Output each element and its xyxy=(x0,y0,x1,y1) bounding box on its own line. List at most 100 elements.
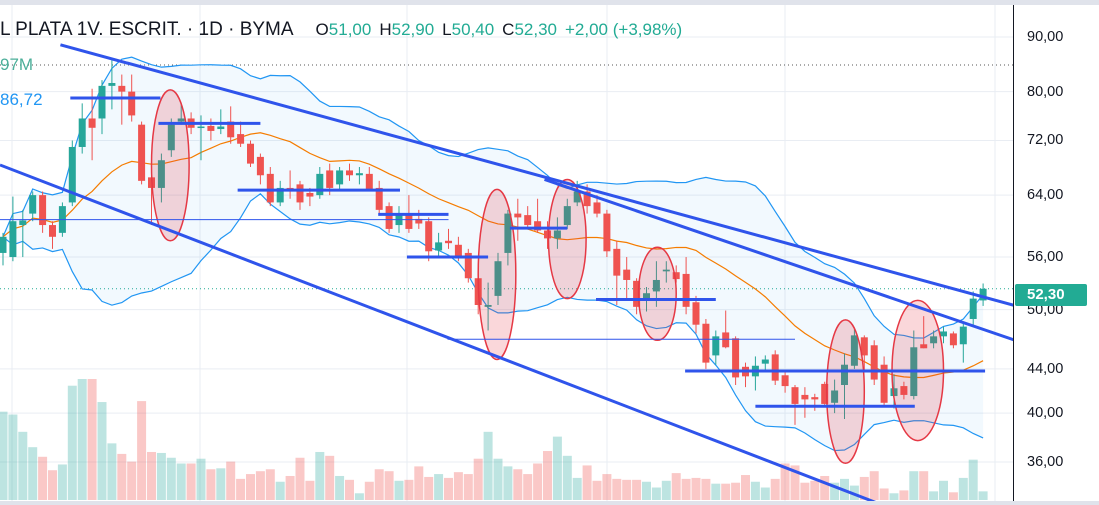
candle-down xyxy=(237,134,245,144)
volume-bar xyxy=(572,477,582,500)
volume-bar xyxy=(295,457,305,500)
candle-up xyxy=(435,242,443,251)
candle-up xyxy=(643,293,650,299)
volume-bar xyxy=(127,461,137,500)
candle-down xyxy=(771,354,779,381)
volume-bar xyxy=(968,459,978,500)
volume-bar xyxy=(434,474,444,500)
last-price-label: 52,30 xyxy=(1015,284,1087,306)
volume-bar xyxy=(760,487,770,500)
candle-up xyxy=(831,390,839,403)
volume-bar xyxy=(939,480,948,500)
volume-bar xyxy=(770,478,780,500)
volume-bar xyxy=(186,463,196,500)
candle-down xyxy=(544,230,551,239)
candle-down xyxy=(583,191,591,207)
volume-bar xyxy=(612,478,622,500)
volume-bar xyxy=(57,464,67,500)
volume-bar xyxy=(325,455,335,500)
candle-down xyxy=(207,125,215,131)
candle-down xyxy=(900,386,908,395)
volume-bar xyxy=(255,471,265,500)
volume-bar xyxy=(671,473,681,500)
volume-bar xyxy=(424,476,434,500)
volume-bar xyxy=(869,471,879,500)
trend-line xyxy=(0,163,887,505)
candle-down xyxy=(445,240,452,244)
candle-down xyxy=(672,272,680,280)
volume-bar xyxy=(463,474,473,500)
candle-down xyxy=(39,195,47,226)
volume-bar xyxy=(444,477,453,500)
volume-bar xyxy=(117,453,127,500)
volume-bar xyxy=(8,414,18,500)
candle-down xyxy=(405,213,413,229)
candle-down xyxy=(138,124,146,181)
volume-bar xyxy=(315,451,325,500)
volume-bar xyxy=(176,463,186,500)
volume-bar xyxy=(691,477,701,500)
volume-bar xyxy=(137,401,147,500)
candle-down xyxy=(365,173,373,190)
candle-down xyxy=(692,302,700,325)
highlight-ellipse xyxy=(150,89,190,242)
volume-bar xyxy=(97,402,107,500)
candle-up xyxy=(316,173,324,196)
candle-down xyxy=(860,337,868,356)
low-label: L xyxy=(442,20,452,39)
candle-up xyxy=(108,83,116,86)
volume-bar xyxy=(453,472,463,500)
volume-bar xyxy=(196,458,206,500)
volume-bar xyxy=(156,452,166,500)
volume-bar xyxy=(681,478,691,500)
candle-down xyxy=(781,375,789,387)
volume-indicator-value: 97M xyxy=(0,55,34,74)
price-tick-label: 36,00 xyxy=(1027,453,1064,470)
candle-down xyxy=(920,344,928,349)
volume-bar xyxy=(414,466,424,500)
volume-bar xyxy=(77,379,87,500)
bollinger-basis xyxy=(2,132,984,379)
candle-down xyxy=(870,345,878,380)
candle-up xyxy=(167,124,175,151)
candle-down xyxy=(385,206,393,229)
price-axis[interactable]: 90,00 80,00 72,00 64,00 56,00 50,00 44,00 40,00… xyxy=(1013,5,1099,501)
drawings xyxy=(0,43,1013,505)
close-label: C xyxy=(502,20,515,39)
volume-bar xyxy=(948,492,958,500)
candle-up xyxy=(355,173,363,176)
candle-up xyxy=(177,118,185,122)
candle-up xyxy=(217,126,225,130)
volume-bar xyxy=(275,481,285,500)
candle-down xyxy=(266,173,274,203)
candle-up xyxy=(930,336,938,344)
bollinger-lower-band xyxy=(2,193,984,452)
candle-down xyxy=(593,202,601,214)
candle-down xyxy=(821,383,829,404)
price-tick-label: 44,00 xyxy=(1027,360,1064,377)
candle-up xyxy=(890,388,898,397)
volume-bar xyxy=(473,458,483,500)
volume-bar xyxy=(800,482,810,500)
candle-down xyxy=(247,143,254,164)
volume-bar xyxy=(107,443,117,500)
change-value: +2,00 (+3,98%) xyxy=(565,20,683,39)
volume-bar xyxy=(820,475,830,500)
candle-up xyxy=(712,336,720,356)
volume-bar xyxy=(166,457,176,500)
volume-bar xyxy=(909,471,919,500)
volume-bars xyxy=(0,379,988,500)
volume-bar xyxy=(958,477,968,500)
volume-bar xyxy=(632,479,642,500)
volume-bar xyxy=(543,451,552,500)
candle-down xyxy=(722,332,730,348)
volume-bar xyxy=(48,470,57,500)
symbol-title[interactable]: L PLATA 1V. ESCRIT. · 1D · BYMA xyxy=(0,19,294,40)
candle-up xyxy=(19,220,27,226)
candle-down xyxy=(623,269,631,280)
candle-down xyxy=(880,364,888,403)
candle-down xyxy=(49,225,56,237)
highlight-ellipse xyxy=(547,178,587,300)
price-chart[interactable] xyxy=(0,0,1013,505)
volume-bar xyxy=(919,471,929,500)
